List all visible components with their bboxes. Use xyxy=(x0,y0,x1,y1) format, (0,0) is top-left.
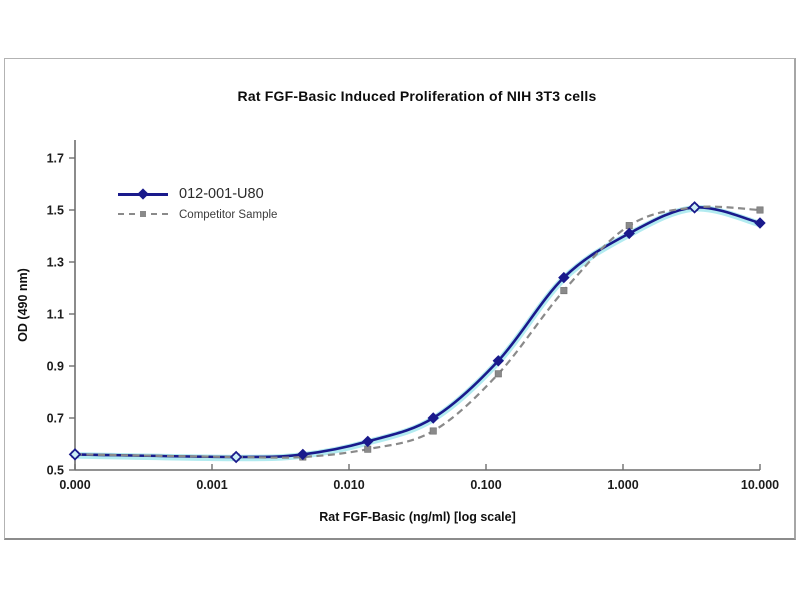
x-tick-label: 0.000 xyxy=(59,478,90,492)
primary-marker-diamond xyxy=(754,217,766,229)
chart-title: Rat FGF-Basic Induced Proliferation of N… xyxy=(237,88,597,104)
primary-marker-diamond xyxy=(492,355,505,367)
primary-marker-diamond xyxy=(623,227,635,240)
y-tick-label: 1.1 xyxy=(47,308,64,322)
x-tick-label: 0.010 xyxy=(333,478,364,492)
x-axis-title: Rat FGF-Basic (ng/ml) [log scale] xyxy=(319,510,516,524)
legend-sample-primary xyxy=(118,188,168,200)
y-tick-label: 0.9 xyxy=(47,360,64,374)
competitor-marker-square xyxy=(756,206,764,214)
primary-marker-diamond xyxy=(427,412,439,424)
legend: 012-001-U80 Competitor Sample xyxy=(118,186,277,221)
legend-item-secondary: Competitor Sample xyxy=(118,209,277,221)
legend-label-primary: 012-001-U80 xyxy=(179,186,264,202)
legend-item-primary: 012-001-U80 xyxy=(118,186,277,202)
primary-series-line xyxy=(73,206,762,459)
x-tick-label: 0.001 xyxy=(196,478,227,492)
y-tick-label: 1.7 xyxy=(47,152,64,166)
y-tick-label: 1.3 xyxy=(47,256,64,270)
primary-series-halo xyxy=(71,205,764,462)
y-axis-title: OD (490 nm) xyxy=(16,268,30,342)
primary-marker-diamond xyxy=(229,450,243,464)
diamond-marker-icon xyxy=(137,188,149,200)
legend-label-secondary: Competitor Sample xyxy=(179,209,278,221)
primary-marker-diamond xyxy=(68,448,82,461)
primary-marker-diamond xyxy=(297,448,309,461)
x-tick-label: 0.100 xyxy=(470,478,501,492)
y-tick-label: 0.7 xyxy=(47,412,64,426)
y-tick-label: 1.5 xyxy=(47,204,64,218)
x-tick-label: 1.000 xyxy=(607,478,638,492)
competitor-marker-square xyxy=(429,427,437,435)
y-tick-label: 0.5 xyxy=(47,464,64,478)
x-tick-label: 10.000 xyxy=(741,478,779,492)
primary-marker-diamond xyxy=(688,201,701,214)
competitor-marker-square xyxy=(560,287,568,295)
primary-marker-diamond xyxy=(362,435,374,448)
square-marker-icon xyxy=(140,211,146,217)
primary-marker-diamond xyxy=(558,271,570,284)
competitor-series-line xyxy=(74,205,761,459)
competitor-marker-square xyxy=(494,370,502,378)
legend-sample-secondary xyxy=(118,210,168,220)
